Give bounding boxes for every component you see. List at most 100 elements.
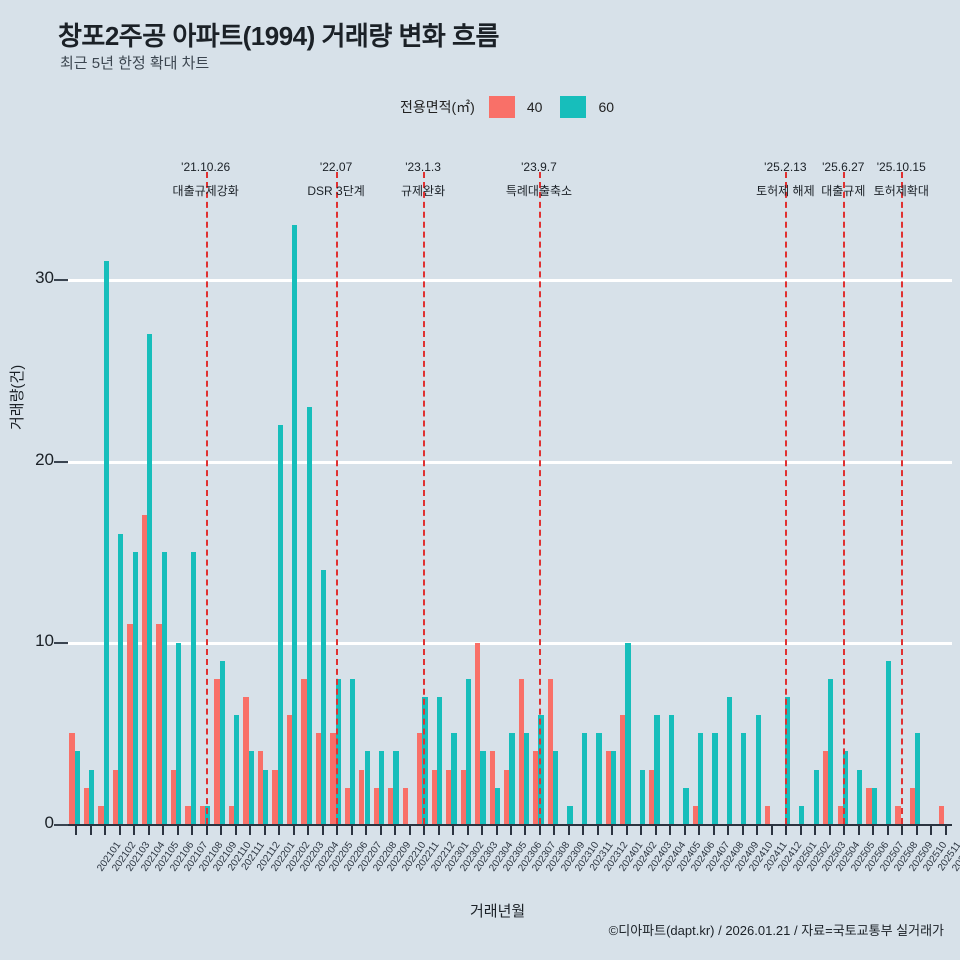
bar-202601-40[interactable] bbox=[938, 805, 945, 824]
bar-202204-40[interactable] bbox=[286, 715, 293, 824]
bar-202208-40[interactable] bbox=[344, 787, 350, 824]
bar-202511-60[interactable] bbox=[915, 733, 921, 824]
bar-202412-60[interactable] bbox=[755, 715, 761, 824]
bar-202405-40[interactable] bbox=[649, 769, 655, 824]
bar-202502-60[interactable] bbox=[784, 696, 790, 824]
bar-202303-60[interactable] bbox=[451, 733, 457, 824]
bar-202508-60[interactable] bbox=[871, 787, 877, 824]
bar-202401-60[interactable] bbox=[596, 733, 602, 824]
bar-202404-60[interactable] bbox=[639, 769, 646, 824]
bar-202109-60[interactable] bbox=[190, 551, 196, 824]
bar-202511-40[interactable] bbox=[909, 787, 916, 824]
bar-202301-60[interactable] bbox=[422, 696, 428, 824]
bar-202103-40[interactable] bbox=[98, 805, 104, 824]
bar-202209-40[interactable] bbox=[359, 769, 365, 824]
bar-202308-60[interactable] bbox=[523, 733, 530, 824]
bar-202309-40[interactable] bbox=[533, 751, 539, 824]
bar-202211-60[interactable] bbox=[393, 751, 399, 824]
bar-202105-60[interactable] bbox=[132, 551, 138, 824]
bar-202504-60[interactable] bbox=[813, 769, 819, 824]
bar-202306-40[interactable] bbox=[489, 751, 495, 824]
bar-202108-60[interactable] bbox=[176, 642, 182, 824]
bar-202111-60[interactable] bbox=[219, 660, 225, 824]
bar-202310-40[interactable] bbox=[547, 678, 553, 824]
bar-202201-40[interactable] bbox=[243, 696, 249, 824]
bar-202102-60[interactable] bbox=[89, 769, 95, 824]
bar-202505-40[interactable] bbox=[823, 751, 829, 824]
bar-202109-40[interactable] bbox=[185, 805, 191, 824]
bar-202311-60[interactable] bbox=[567, 805, 573, 824]
bar-202104-40[interactable] bbox=[112, 769, 119, 824]
bar-202302-40[interactable] bbox=[431, 769, 437, 824]
bar-202406-60[interactable] bbox=[668, 715, 675, 824]
bar-202206-40[interactable] bbox=[315, 733, 321, 824]
bar-202402-40[interactable] bbox=[605, 751, 611, 824]
bar-202309-60[interactable] bbox=[538, 715, 544, 824]
bar-202509-60[interactable] bbox=[886, 660, 892, 824]
bar-202304-60[interactable] bbox=[465, 678, 472, 824]
bar-202305-40[interactable] bbox=[475, 642, 481, 824]
bar-202108-40[interactable] bbox=[170, 769, 177, 824]
bar-202308-40[interactable] bbox=[518, 678, 524, 824]
bar-202411-60[interactable] bbox=[741, 733, 747, 824]
bar-202508-40[interactable] bbox=[866, 787, 872, 824]
bar-202210-60[interactable] bbox=[378, 751, 385, 824]
bar-202107-60[interactable] bbox=[161, 551, 167, 824]
bar-202301-40[interactable] bbox=[417, 733, 423, 824]
bar-202506-60[interactable] bbox=[842, 751, 848, 824]
bar-202101-60[interactable] bbox=[74, 751, 80, 824]
bar-202207-60[interactable] bbox=[335, 678, 341, 824]
bar-202310-60[interactable] bbox=[552, 751, 559, 824]
bar-202507-60[interactable] bbox=[857, 769, 863, 824]
bar-202104-60[interactable] bbox=[118, 533, 124, 824]
bar-202307-40[interactable] bbox=[504, 769, 510, 824]
bar-202205-40[interactable] bbox=[301, 678, 307, 824]
bar-202506-40[interactable] bbox=[837, 805, 843, 824]
bar-202202-60[interactable] bbox=[263, 769, 269, 824]
bar-202501-40[interactable] bbox=[765, 805, 771, 824]
bar-202408-40[interactable] bbox=[692, 805, 698, 824]
bar-202303-40[interactable] bbox=[446, 769, 452, 824]
bar-202302-60[interactable] bbox=[436, 696, 443, 824]
bar-202206-60[interactable] bbox=[321, 569, 327, 824]
bar-202202-40[interactable] bbox=[257, 751, 264, 824]
bar-202210-40[interactable] bbox=[373, 787, 379, 824]
bar-202407-60[interactable] bbox=[683, 787, 689, 824]
bar-202209-60[interactable] bbox=[364, 751, 370, 824]
bar-202105-40[interactable] bbox=[127, 624, 133, 824]
bar-202410-60[interactable] bbox=[726, 696, 732, 824]
bar-202405-60[interactable] bbox=[654, 715, 660, 824]
bar-202510-40[interactable] bbox=[895, 805, 901, 824]
bar-202110-40[interactable] bbox=[199, 805, 206, 824]
bar-202112-40[interactable] bbox=[228, 805, 235, 824]
bar-202101-40[interactable] bbox=[69, 733, 75, 824]
bar-202107-40[interactable] bbox=[156, 624, 162, 824]
bar-202409-60[interactable] bbox=[712, 733, 718, 824]
bar-202205-60[interactable] bbox=[306, 406, 312, 824]
bar-202203-40[interactable] bbox=[272, 769, 278, 824]
bar-202102-40[interactable] bbox=[83, 787, 90, 824]
bar-202312-60[interactable] bbox=[581, 733, 588, 824]
bar-202304-40[interactable] bbox=[460, 769, 466, 824]
bar-202305-60[interactable] bbox=[480, 751, 486, 824]
bar-202201-60[interactable] bbox=[248, 751, 254, 824]
bar-202307-60[interactable] bbox=[509, 733, 515, 824]
bar-202111-40[interactable] bbox=[214, 678, 220, 824]
bar-202211-40[interactable] bbox=[388, 787, 394, 824]
bar-202207-40[interactable] bbox=[330, 733, 336, 824]
bar-202403-60[interactable] bbox=[625, 642, 631, 824]
bar-202208-60[interactable] bbox=[350, 678, 356, 824]
bar-202203-60[interactable] bbox=[277, 424, 283, 824]
bar-202408-60[interactable] bbox=[697, 733, 704, 824]
bar-202403-40[interactable] bbox=[620, 715, 626, 824]
bar-202212-40[interactable] bbox=[402, 787, 408, 824]
bar-202103-60[interactable] bbox=[103, 261, 109, 824]
bar-202110-60[interactable] bbox=[205, 805, 211, 824]
bar-202503-60[interactable] bbox=[799, 805, 805, 824]
bar-202402-60[interactable] bbox=[610, 751, 617, 824]
bar-202306-60[interactable] bbox=[494, 787, 501, 824]
bar-202204-60[interactable] bbox=[292, 225, 298, 824]
bar-202106-60[interactable] bbox=[147, 333, 153, 824]
bar-202112-60[interactable] bbox=[234, 715, 240, 824]
bar-202106-40[interactable] bbox=[141, 515, 148, 824]
